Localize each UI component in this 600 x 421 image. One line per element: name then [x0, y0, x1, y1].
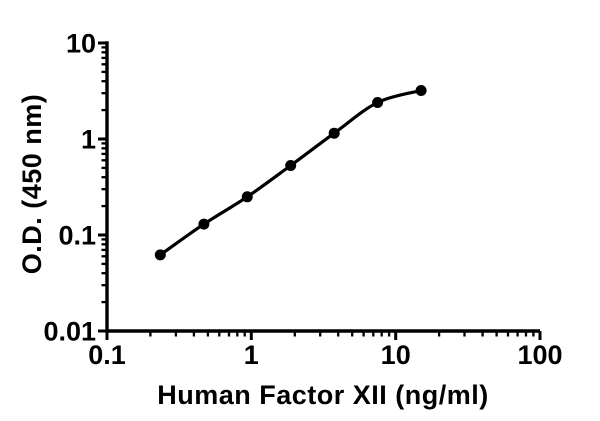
data-series [154, 85, 427, 261]
x-axis-title: Human Factor XII (ng/ml) [157, 380, 489, 410]
x-tick-label: 10 [381, 340, 411, 370]
x-tick-label: 1 [244, 340, 259, 370]
data-point-marker [154, 249, 166, 261]
data-point-marker [372, 97, 384, 108]
x-tick-label: 100 [517, 340, 562, 370]
axes [105, 41, 540, 333]
y-axis-title: O.D. (450 nm) [17, 94, 47, 275]
y-tick-label: 0.01 [43, 317, 96, 347]
y-tick-label: 10 [66, 29, 96, 59]
data-point-marker [328, 127, 340, 139]
data-point-marker [285, 160, 297, 171]
data-point-marker [198, 218, 210, 230]
y-tick-label: 0.1 [58, 221, 96, 251]
axis-ticks [98, 41, 542, 340]
data-point-marker [415, 85, 427, 96]
fit-curve [158, 88, 423, 257]
x-tick-label: 0.1 [88, 340, 126, 370]
data-point-marker [241, 191, 253, 203]
y-tick-label: 1 [81, 125, 96, 155]
